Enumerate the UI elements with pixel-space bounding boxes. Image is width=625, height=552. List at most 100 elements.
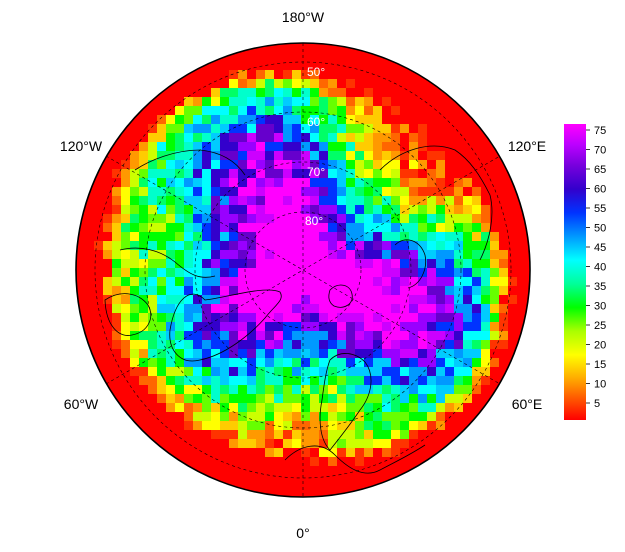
raster-cell (130, 331, 140, 341)
raster-cell (274, 493, 284, 497)
raster-cell (427, 187, 437, 197)
raster-cell (409, 304, 419, 314)
raster-cell (418, 286, 428, 296)
raster-cell (292, 349, 302, 359)
raster-cell (274, 250, 284, 260)
raster-cell (382, 358, 392, 368)
raster-cell (409, 286, 419, 296)
raster-cell (265, 457, 275, 467)
raster-cell (346, 259, 356, 269)
raster-cell (301, 106, 311, 116)
raster-cell (373, 232, 383, 242)
raster-cell (283, 205, 293, 215)
raster-cell (193, 313, 203, 323)
raster-cell (274, 70, 284, 80)
raster-cell (175, 322, 185, 332)
raster-cell (76, 223, 86, 233)
raster-cell (157, 232, 167, 242)
raster-cell (409, 313, 419, 323)
raster-cell (355, 268, 365, 278)
raster-cell (364, 250, 374, 260)
raster-cell (355, 313, 365, 323)
raster-cell (283, 439, 293, 449)
raster-cell (481, 178, 491, 188)
raster-cell (292, 259, 302, 269)
raster-cell (292, 169, 302, 179)
raster-cell (382, 178, 392, 188)
raster-cell (418, 322, 428, 332)
raster-cell (409, 115, 419, 125)
raster-cell (202, 457, 212, 467)
raster-cell (373, 106, 383, 116)
raster-cell (472, 106, 482, 116)
raster-cell (427, 322, 437, 332)
raster-cell (373, 457, 383, 467)
raster-cell (364, 97, 374, 107)
raster-cell (472, 313, 482, 323)
raster-cell (121, 268, 131, 278)
raster-cell (166, 205, 176, 215)
raster-cell (310, 61, 320, 71)
raster-cell (436, 268, 446, 278)
raster-cell (409, 250, 419, 260)
raster-cell (472, 214, 482, 224)
raster-cell (445, 106, 455, 116)
raster-cell (310, 205, 320, 215)
raster-cell (265, 133, 275, 143)
raster-cell (364, 475, 374, 485)
raster-cell (373, 331, 383, 341)
raster-cell (247, 331, 257, 341)
raster-cell (175, 142, 185, 152)
raster-cell (355, 358, 365, 368)
raster-cell (211, 268, 221, 278)
raster-cell (292, 196, 302, 206)
raster-cell (247, 61, 257, 71)
raster-cell (310, 340, 320, 350)
raster-cell (148, 241, 158, 251)
raster-cell (130, 115, 140, 125)
raster-cell (400, 421, 410, 431)
raster-cell (346, 178, 356, 188)
raster-cell (454, 88, 464, 98)
raster-cell (220, 340, 230, 350)
raster-cell (220, 178, 230, 188)
raster-cell (211, 232, 221, 242)
raster-cell (436, 385, 446, 395)
graticule (94, 43, 512, 497)
raster-cell (319, 313, 329, 323)
raster-cell (364, 439, 374, 449)
raster-cell (517, 223, 527, 233)
raster-cell (184, 403, 194, 413)
raster-cell (220, 196, 230, 206)
raster-cell (274, 331, 284, 341)
raster-cell (139, 241, 149, 251)
raster-cell (184, 241, 194, 251)
raster-cell (202, 241, 212, 251)
raster-cell (409, 367, 419, 377)
raster-cell (112, 286, 122, 296)
raster-cell (256, 169, 266, 179)
raster-cell (238, 259, 248, 269)
raster-cell (364, 160, 374, 170)
raster-cell (328, 232, 338, 242)
raster-cell (364, 106, 374, 116)
raster-cell (400, 430, 410, 440)
raster-cell (274, 439, 284, 449)
raster-cell (337, 232, 347, 242)
raster-cell (229, 223, 239, 233)
raster-cell (202, 115, 212, 125)
raster-cell (85, 223, 95, 233)
raster-cell (445, 142, 455, 152)
raster-cell (238, 88, 248, 98)
raster-cell (139, 223, 149, 233)
raster-cell (112, 169, 122, 179)
raster-cell (391, 349, 401, 359)
raster-cell (472, 340, 482, 350)
raster-cell (139, 421, 149, 431)
raster-cell (76, 196, 86, 206)
raster-cell (265, 349, 275, 359)
raster-cell (193, 160, 203, 170)
raster-cell (130, 133, 140, 143)
raster-cell (157, 97, 167, 107)
raster-cell (184, 277, 194, 287)
